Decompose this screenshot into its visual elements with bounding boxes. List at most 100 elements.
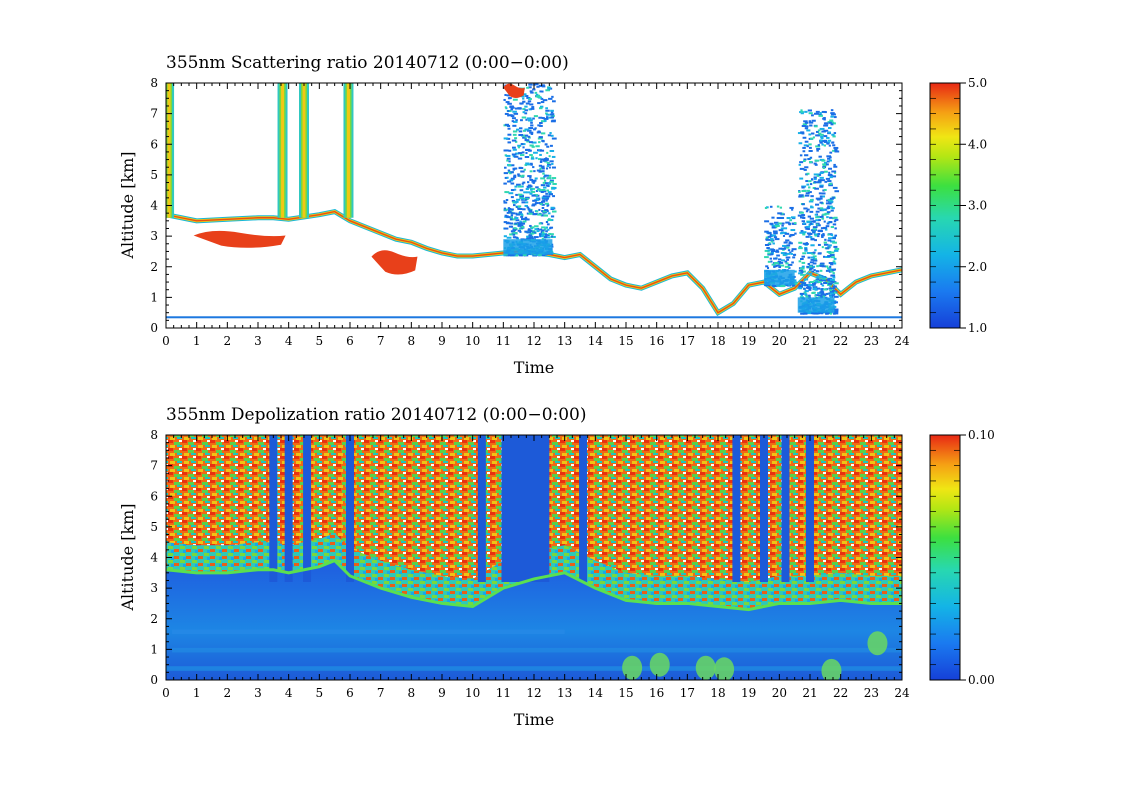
lower-layer-band bbox=[172, 647, 902, 653]
aerosol-pixel bbox=[823, 288, 828, 291]
aerosol-pixel bbox=[503, 207, 506, 210]
aerosol-pixel bbox=[813, 162, 817, 165]
aerosol-pixel bbox=[811, 119, 816, 122]
aerosol-pixel bbox=[541, 165, 545, 168]
aerosol-pixel bbox=[787, 249, 791, 252]
aerosol-pixel bbox=[550, 116, 555, 119]
aerosol-pixel bbox=[512, 204, 516, 207]
aerosol-pixel bbox=[807, 232, 812, 235]
aerosol-pixel bbox=[541, 196, 547, 199]
aerosol-pixel bbox=[816, 265, 819, 268]
aerosol-pixel bbox=[828, 287, 833, 290]
aerosol-pixel bbox=[833, 245, 838, 248]
aerosol-pixel bbox=[530, 162, 533, 165]
aerosol-pixel bbox=[825, 269, 831, 272]
aerosol-pixel bbox=[817, 232, 821, 235]
aerosol-pixel bbox=[801, 125, 807, 128]
aerosol-pixel bbox=[542, 190, 547, 193]
aerosol-pixel bbox=[539, 228, 543, 231]
aerosol-pixel bbox=[776, 249, 779, 252]
aerosol-pixel bbox=[814, 294, 817, 297]
aerosol-pixel bbox=[519, 175, 524, 178]
aerosol-pixel bbox=[834, 148, 838, 151]
aerosol-pixel bbox=[833, 171, 837, 174]
aerosol-pixel bbox=[529, 154, 533, 157]
aerosol-pixel bbox=[524, 128, 530, 131]
aerosol-pixel bbox=[536, 131, 541, 134]
aerosol-pixel bbox=[806, 129, 811, 132]
aerosol-pixel bbox=[522, 181, 526, 184]
aerosol-pixel bbox=[525, 118, 528, 121]
aerosol-pixel bbox=[832, 135, 836, 138]
aerosol-pixel bbox=[791, 208, 794, 211]
aerosol-pixel bbox=[772, 248, 776, 251]
aerosol-pixel bbox=[818, 312, 821, 315]
aerosol-pixel bbox=[819, 264, 825, 267]
aerosol-pixel bbox=[812, 262, 817, 265]
aerosol-pixel bbox=[825, 228, 828, 231]
aerosol-pixel bbox=[513, 218, 516, 221]
aerosol-pixel bbox=[827, 180, 832, 183]
aerosol-pixel bbox=[536, 253, 539, 256]
aerosol-pixel bbox=[805, 235, 810, 238]
aerosol-pixel bbox=[519, 154, 525, 157]
aerosol-pixel bbox=[510, 254, 515, 257]
aerosol-pixel bbox=[803, 291, 807, 294]
x-tick-label: 22 bbox=[833, 334, 848, 348]
aerosol-pixel bbox=[769, 238, 774, 241]
aerosol-pixel bbox=[549, 160, 554, 163]
aerosol-pixel bbox=[822, 213, 827, 216]
aerosol-pixel bbox=[827, 127, 832, 130]
aerosol-pixel bbox=[811, 132, 815, 135]
aerosol-pixel bbox=[785, 221, 790, 224]
aerosol-pixel bbox=[806, 145, 809, 148]
aerosol-pixel bbox=[784, 232, 790, 235]
aerosol-pixel bbox=[824, 238, 827, 241]
aerosol-pixel bbox=[833, 163, 836, 166]
aerosol-pixel bbox=[546, 151, 549, 154]
x-tick-label: 24 bbox=[894, 686, 910, 700]
aerosol-pixel bbox=[833, 285, 837, 288]
aerosol-pixel bbox=[807, 285, 811, 288]
aerosol-pixel bbox=[524, 201, 529, 204]
aerosol-pixel bbox=[515, 212, 518, 215]
aerosol-pixel bbox=[545, 221, 549, 224]
aerosol-pixel bbox=[819, 229, 823, 232]
aerosol-pixel bbox=[523, 134, 529, 137]
aerosol-pixel bbox=[812, 251, 816, 254]
aerosol-pixel bbox=[798, 190, 801, 193]
aerosol-pixel bbox=[542, 172, 545, 175]
aerosol-pixel bbox=[831, 217, 835, 220]
aerosol-pixel bbox=[828, 159, 832, 162]
aerosol-pixel bbox=[549, 87, 553, 90]
aerosol-pixel bbox=[519, 230, 522, 233]
aerosol-pixel bbox=[546, 165, 550, 168]
aerosol-pixel bbox=[541, 206, 545, 209]
aerosol-pixel bbox=[798, 272, 802, 275]
aerosol-pixel bbox=[771, 240, 774, 243]
aerosol-pixel bbox=[826, 160, 830, 163]
aerosol-pixel bbox=[511, 153, 517, 156]
aerosol-pixel bbox=[535, 197, 541, 200]
low-depol-column bbox=[760, 435, 768, 582]
aerosol-pixel bbox=[827, 233, 830, 236]
aerosol-pixel bbox=[820, 296, 823, 299]
x-tick-label: 5 bbox=[316, 334, 324, 348]
aerosol-pixel bbox=[823, 144, 826, 147]
aerosol-pixel bbox=[517, 146, 520, 149]
aerosol-pixel bbox=[541, 90, 544, 93]
aerosol-pixel bbox=[810, 229, 814, 232]
aerosol-pixel bbox=[824, 180, 828, 183]
y-tick-label: 8 bbox=[150, 76, 158, 90]
aerosol-pixel bbox=[524, 164, 528, 167]
aerosol-pixel bbox=[527, 175, 532, 178]
x-tick-label: 7 bbox=[377, 334, 385, 348]
x-tick-label: 24 bbox=[894, 334, 910, 348]
aerosol-pixel bbox=[821, 159, 826, 162]
x-tick-label: 2 bbox=[224, 686, 232, 700]
aerosol-pixel bbox=[539, 122, 543, 125]
y-axis-label-2: Altitude [km] bbox=[118, 503, 137, 611]
aerosol-pixel bbox=[524, 216, 528, 219]
aerosol-pixel bbox=[509, 179, 514, 182]
aerosol-dense-layer bbox=[797, 297, 835, 313]
